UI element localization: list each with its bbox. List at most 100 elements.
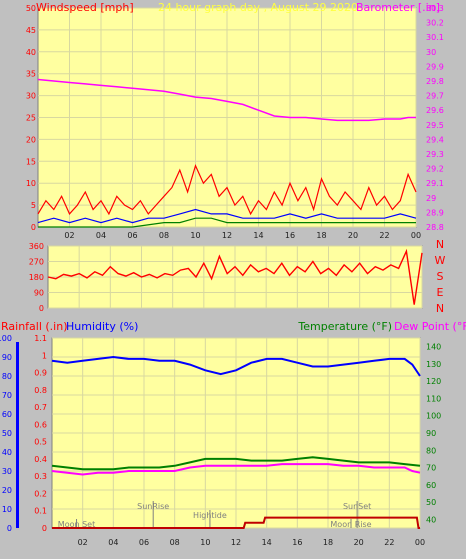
direction-tick-label: 270 [29,258,44,267]
rain-tick-label: 0.6 [34,420,47,429]
humidity-time-tick-label: 14 [262,538,272,547]
windspeed-tick-label: 45 [26,26,36,35]
windspeed-tick-label: 20 [26,135,36,144]
wind-time-tick-label: 10 [190,231,200,240]
humidity-time-tick-label: 22 [384,538,394,547]
windspeed-tick-label: 10 [26,179,36,188]
direction-tick-label: 180 [29,273,44,282]
rain-tick-label: 0.8 [34,386,47,395]
temperature-tick-label: 90 [426,429,436,438]
humidity-time-tick-label: 16 [292,538,302,547]
humidity-tick-label: 80 [2,372,12,381]
humidity-line [51,355,421,377]
wind-direction-line [47,248,423,305]
humidity-tick-label: 50 [2,429,12,438]
wind-time-axis-ticks: 02 04 06 08 10 12 14 16 18 20 22 00 [64,231,421,240]
barometer-axis-label: Barometer [.in] [356,1,440,14]
rain-tick-label: 0.7 [34,403,47,412]
windspeed-tick-label: 35 [26,70,36,79]
compass-label: S [437,270,444,283]
barometer-tick-label: 29.5 [426,121,444,130]
temperature-tick-label: 130 [426,360,441,369]
direction-grid [48,245,423,309]
wind-time-tick-label: 06 [127,231,137,240]
compass-label: E [437,286,444,299]
astro-annotation-label: SunSet [343,502,371,511]
astro-annotation-label: Moon Rise [330,520,371,529]
humidity-tick-label: 0 [7,524,12,533]
windspeed-tick-label: 0 [31,223,36,232]
humidity-time-tick-label: 02 [78,538,88,547]
compass-label: N [436,238,444,251]
humidity-temperature-panel: Moon Set SunRise Hightide SunSet Moon Rise 0… [0,320,466,547]
temperature-axis-ticks: 40 50 60 70 80 90 100 110 120 130 140 [426,343,441,525]
rainfall-axis-label: Rainfall (.in) [1,320,68,333]
windspeed-axis-ticks: 0 5 10 15 20 25 30 35 40 45 50 [26,4,36,232]
rain-tick-label: 0.4 [34,455,47,464]
barometer-tick-label: 29 [426,194,436,203]
rainfall-line [52,516,420,529]
barometer-tick-label: 29.4 [426,135,444,144]
wind-low-line [38,217,416,228]
wind-series-lines [37,78,417,228]
windspeed-axis-label: Windspeed [mph] [36,1,134,14]
barometer-tick-label: 29.8 [426,77,444,86]
humidity-tick-label: 60 [2,410,12,419]
barometer-tick-label: 29.2 [426,165,444,174]
temperature-tick-label: 100 [426,412,441,421]
humidity-tick-label: 40 [2,448,12,457]
windspeed-tick-label: 50 [26,4,36,13]
rain-tick-label: 0 [42,524,47,533]
humidity-tick-label: 90 [2,353,12,362]
wind-time-tick-label: 22 [379,231,389,240]
barometer-tick-label: 30 [426,48,436,57]
humidity-time-tick-label: 20 [354,538,364,547]
compass-label: N [436,302,444,315]
barometer-tick-label: 29.9 [426,62,444,71]
direction-tick-label: 0 [39,304,44,313]
direction-series-lines [47,248,423,305]
astro-annotations: Moon Set SunRise Hightide SunSet Moon Rise [58,501,372,529]
barometer-tick-label: 29.6 [426,106,444,115]
compass-label: W [435,254,446,267]
barometer-tick-label: 29.1 [426,179,444,188]
barometer-tick-label: 28.9 [426,208,444,217]
wind-time-tick-label: 04 [96,231,106,240]
humidity-axis-label: Humidity (%) [66,320,138,333]
humidity-time-tick-label: 18 [323,538,333,547]
astro-annotation-label: SunRise [137,502,169,511]
humidity-grid [52,337,421,529]
rain-tick-label: 1.1 [34,334,47,343]
temperature-tick-label: 110 [426,394,441,403]
temperature-tick-label: 60 [426,481,436,490]
wind-time-tick-label: 02 [64,231,74,240]
temperature-tick-label: 120 [426,377,441,386]
dewpoint-line [51,463,421,476]
barometer-tick-label: 29.7 [426,92,444,101]
wind-average-line [37,208,417,224]
rain-tick-label: 0.2 [34,489,47,498]
windspeed-tick-label: 5 [31,201,36,210]
wind-grid [38,7,417,228]
barometer-tick-label: 30.2 [426,19,444,28]
direction-tick-label: 90 [34,289,44,298]
windspeed-tick-label: 30 [26,92,36,101]
rain-tick-label: 0.9 [34,369,47,378]
wind-time-tick-label: 08 [159,231,169,240]
windspeed-tick-label: 40 [26,48,36,57]
barometer-tick-label: 30.3 [426,4,444,13]
astro-annotation-label: Moon Set [58,520,95,529]
barometer-line [37,78,416,122]
barometer-axis-ticks: 28.8 28.9 29 29.1 29.2 29.3 29.4 29.5 29.6 29.7 29… [426,4,444,232]
astro-annotation-label: Hightide [193,511,227,520]
temperature-line [51,456,421,471]
humidity-time-tick-label: 12 [231,538,241,547]
wind-time-tick-label: 20 [348,231,358,240]
humidity-tick-label: 10 [2,505,12,514]
temperature-axis-label: Temperature (°F) [297,320,392,333]
